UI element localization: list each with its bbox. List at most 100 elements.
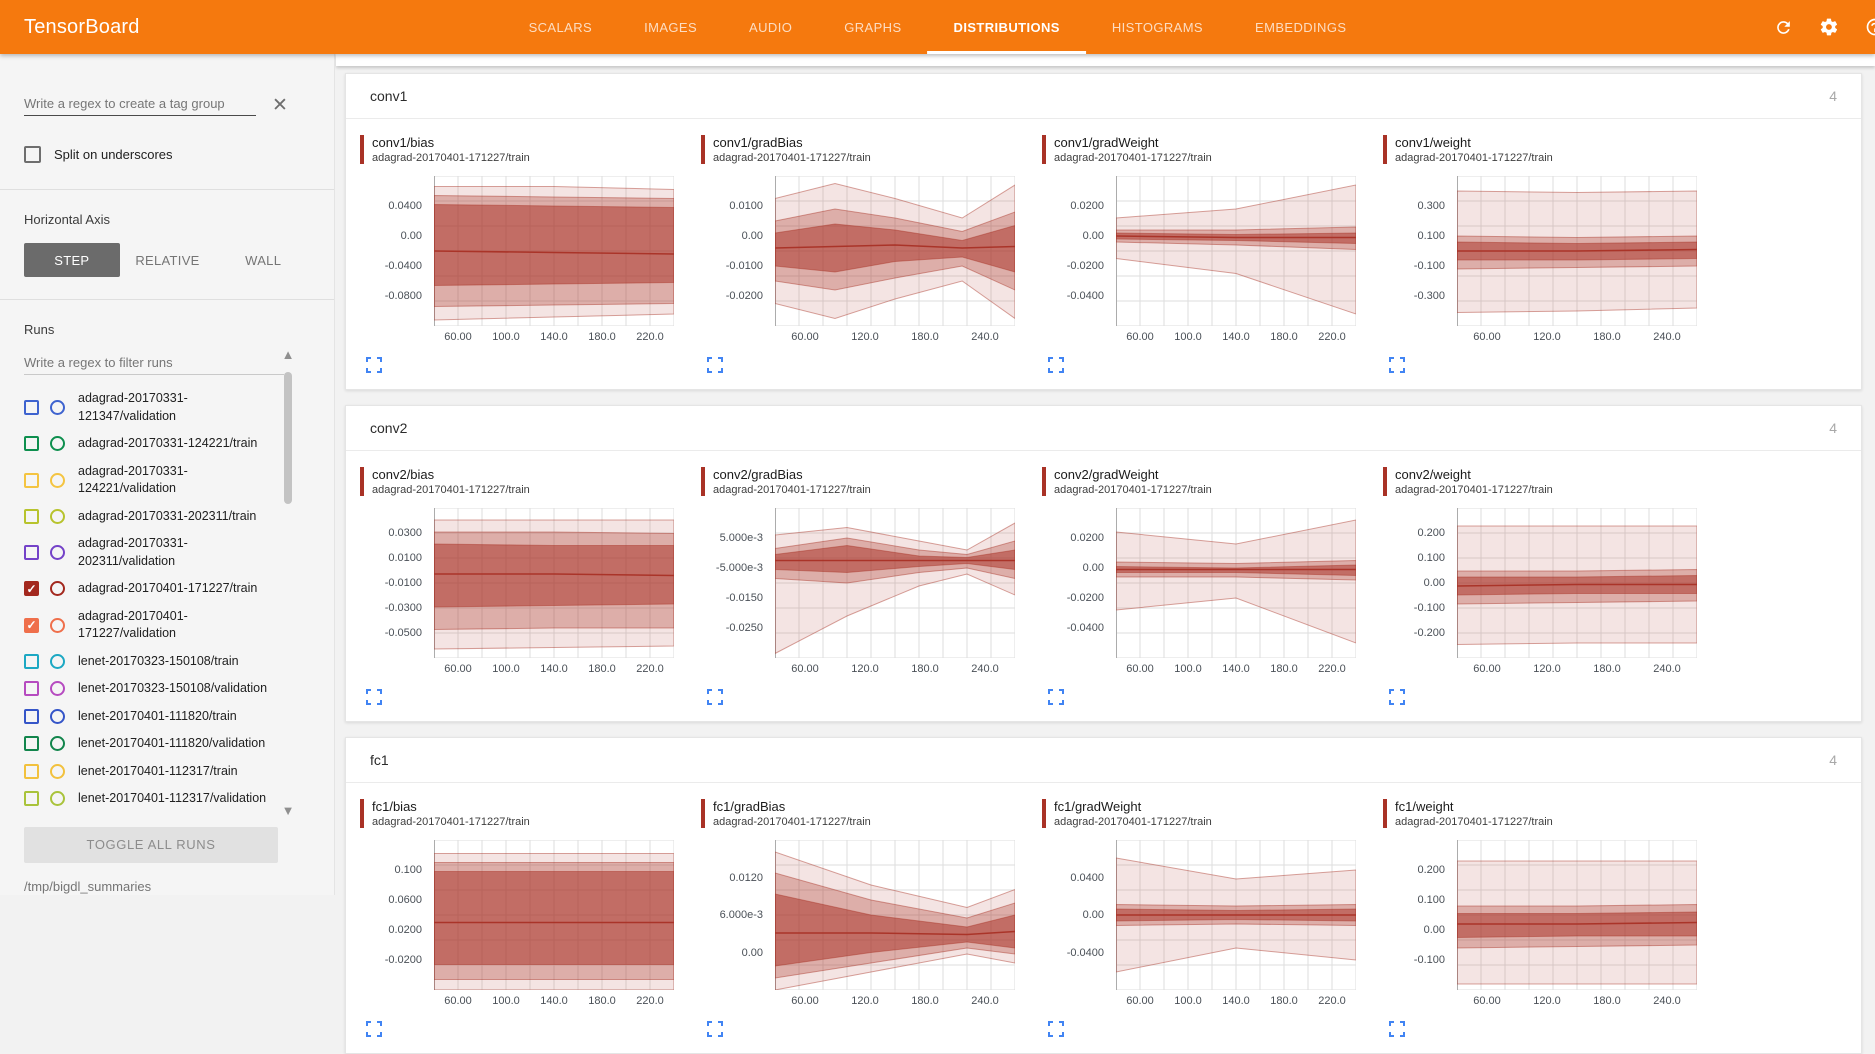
run-checkbox[interactable] bbox=[24, 436, 39, 452]
split-underscores-checkbox[interactable] bbox=[24, 146, 41, 163]
run-radio[interactable] bbox=[50, 736, 65, 752]
expand-chart-button[interactable] bbox=[1048, 357, 1066, 375]
run-radio[interactable] bbox=[50, 400, 65, 415]
axis-button-relative[interactable]: RELATIVE bbox=[135, 252, 200, 268]
chart-titles: fc1/bias adagrad-20170401-171227/train bbox=[372, 799, 530, 828]
run-checkbox[interactable] bbox=[24, 763, 39, 779]
tab-distributions[interactable]: DISTRIBUTIONS bbox=[927, 0, 1086, 54]
tag-group-card: conv1 4 conv1/bias adagrad-20170401-171227/… bbox=[345, 73, 1862, 390]
run-radio[interactable] bbox=[50, 617, 65, 633]
run-color-bar bbox=[1383, 799, 1387, 828]
run-checkbox[interactable]: ✓ bbox=[24, 581, 39, 597]
distribution-plot[interactable] bbox=[434, 508, 674, 658]
run-radio[interactable] bbox=[50, 681, 65, 697]
run-radio[interactable] bbox=[50, 472, 65, 488]
x-tick-label: 140.0 bbox=[540, 663, 568, 675]
run-checkbox[interactable] bbox=[24, 791, 39, 807]
run-checkbox[interactable] bbox=[24, 545, 39, 560]
run-radio[interactable] bbox=[50, 545, 65, 560]
gear-icon[interactable] bbox=[1817, 15, 1841, 39]
expand-chart-button[interactable] bbox=[366, 689, 384, 707]
expand-chart-button[interactable] bbox=[1048, 1021, 1066, 1039]
run-radio[interactable] bbox=[50, 508, 65, 524]
expand-chart-button[interactable] bbox=[707, 1021, 725, 1039]
chart-tile: conv2/weight adagrad-20170401-171227/trai… bbox=[1383, 467, 1724, 707]
distribution-plot[interactable] bbox=[1457, 508, 1697, 658]
tag-regex-input[interactable] bbox=[24, 92, 256, 116]
y-tick-label: 0.00 bbox=[1082, 562, 1104, 574]
run-radio[interactable] bbox=[50, 581, 65, 597]
distribution-plot[interactable] bbox=[434, 176, 674, 326]
run-radio[interactable] bbox=[50, 791, 65, 807]
tab-embeddings[interactable]: EMBEDDINGS bbox=[1255, 19, 1347, 35]
x-axis-labels: 60.00 100.0 140.0 180.0 220.0 bbox=[1116, 661, 1356, 679]
run-radio[interactable] bbox=[50, 436, 65, 452]
distribution-plot[interactable] bbox=[775, 840, 1015, 990]
toggle-all-runs-button[interactable]: TOGGLE ALL RUNS bbox=[24, 826, 278, 863]
tab-scalars[interactable]: SCALARS bbox=[528, 19, 593, 35]
expand-chart-button[interactable] bbox=[707, 357, 725, 375]
run-radio[interactable] bbox=[50, 763, 65, 779]
x-tick-label: 140.0 bbox=[1222, 995, 1250, 1007]
tag-group-header[interactable]: conv1 4 bbox=[346, 74, 1861, 119]
run-checkbox[interactable] bbox=[24, 400, 39, 415]
tab-graphs[interactable]: GRAPHS bbox=[844, 19, 902, 35]
y-tick-label: -0.0300 bbox=[384, 602, 422, 614]
distribution-plot[interactable] bbox=[1457, 840, 1697, 990]
distribution-plot[interactable] bbox=[775, 508, 1015, 658]
run-checkbox[interactable] bbox=[24, 653, 39, 669]
chart-name: conv1/weight bbox=[1395, 135, 1471, 150]
y-tick-label: -0.0250 bbox=[725, 622, 763, 634]
axis-button-step[interactable]: STEP bbox=[24, 243, 120, 277]
run-checkbox[interactable] bbox=[24, 736, 39, 752]
distribution-plot[interactable] bbox=[775, 176, 1015, 326]
run-checkbox[interactable] bbox=[24, 681, 39, 697]
help-icon[interactable] bbox=[1863, 15, 1875, 39]
run-row: adagrad-20170331-124221/train bbox=[24, 430, 310, 458]
tab-audio[interactable]: AUDIO bbox=[749, 19, 793, 35]
tag-group-header[interactable]: fc1 4 bbox=[346, 738, 1861, 783]
run-row: ✓ adagrad-20170401-171227/validation bbox=[24, 603, 310, 648]
close-icon[interactable]: ✕ bbox=[272, 95, 288, 116]
tab-histograms[interactable]: HISTOGRAMS bbox=[1111, 19, 1204, 35]
run-checkbox[interactable] bbox=[24, 508, 39, 524]
scroll-down-icon[interactable]: ▼ bbox=[281, 803, 295, 818]
x-tick-label: 180.0 bbox=[911, 331, 939, 343]
y-axis-labels: 0.0100 0.00 -0.0100 -0.0200 bbox=[701, 176, 771, 326]
chart-tile: fc1/bias adagrad-20170401-171227/train 0.1… bbox=[360, 799, 701, 1039]
runs-regex-input[interactable] bbox=[24, 351, 284, 375]
scrollbar-thumb[interactable] bbox=[284, 372, 292, 504]
chart-tile: fc1/weight adagrad-20170401-171227/train 0… bbox=[1383, 799, 1724, 1039]
expand-chart-button[interactable] bbox=[1389, 689, 1407, 707]
expand-chart-button[interactable] bbox=[366, 1021, 384, 1039]
scroll-up-icon[interactable]: ▲ bbox=[281, 347, 295, 362]
expand-chart-button[interactable] bbox=[366, 357, 384, 375]
refresh-icon[interactable] bbox=[1771, 15, 1795, 39]
run-row: lenet-20170401-112317/train bbox=[24, 758, 310, 786]
y-tick-label: -0.100 bbox=[1413, 260, 1445, 272]
x-tick-label: 140.0 bbox=[540, 331, 568, 343]
run-radio[interactable] bbox=[50, 653, 65, 669]
tab-images[interactable]: IMAGES bbox=[644, 19, 698, 35]
run-color-bar bbox=[360, 135, 364, 164]
run-checkbox[interactable]: ✓ bbox=[24, 617, 39, 633]
distribution-plot[interactable] bbox=[1116, 840, 1356, 990]
run-checkbox[interactable] bbox=[24, 708, 39, 724]
x-tick-label: 120.0 bbox=[1533, 995, 1561, 1007]
expand-chart-button[interactable] bbox=[1389, 357, 1407, 375]
distribution-plot[interactable] bbox=[1116, 176, 1356, 326]
distribution-plot[interactable] bbox=[434, 840, 674, 990]
axis-button-wall[interactable]: WALL bbox=[245, 252, 282, 268]
main-content: conv1 4 conv1/bias adagrad-20170401-171227/… bbox=[336, 54, 1875, 1054]
tag-group-header[interactable]: conv2 4 bbox=[346, 406, 1861, 451]
plot-area: 0.0200 0.00 -0.0200 -0.0400 bbox=[1042, 176, 1383, 326]
distribution-plot[interactable] bbox=[1116, 508, 1356, 658]
expand-chart-button[interactable] bbox=[1048, 689, 1066, 707]
run-radio[interactable] bbox=[50, 708, 65, 724]
expand-chart-button[interactable] bbox=[1389, 1021, 1407, 1039]
expand-chart-button[interactable] bbox=[707, 689, 725, 707]
run-row: adagrad-20170331-202311/validation bbox=[24, 530, 310, 575]
run-checkbox[interactable] bbox=[24, 472, 39, 488]
divider bbox=[0, 189, 334, 190]
distribution-plot[interactable] bbox=[1457, 176, 1697, 326]
